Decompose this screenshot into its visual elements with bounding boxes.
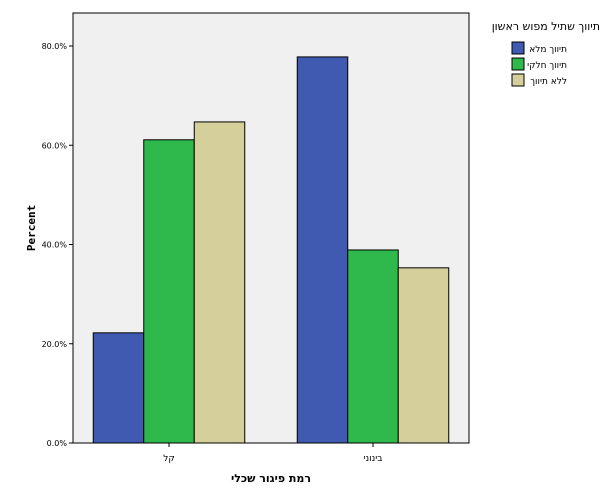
legend-title: תיווך שתיל מפוש ראשון [492, 20, 600, 33]
x-tick-label: קל [163, 454, 175, 464]
y-tick-label: 0.0% [47, 439, 68, 448]
bar-2-series-1 [296, 56, 349, 444]
bar-2-series-2 [347, 249, 399, 444]
y-tick-label: 80.0% [42, 42, 68, 51]
bar-1-series-3 [193, 121, 246, 444]
legend-swatch [511, 41, 525, 55]
legend-swatch [511, 57, 525, 71]
legend-label: תיווך חלקי [527, 61, 567, 71]
bar-2-series-3 [397, 267, 450, 444]
x-axis: קל בינוני [163, 443, 382, 464]
y-axis-title: Percent [25, 205, 38, 251]
x-tick-label: בינוני [364, 454, 383, 464]
y-axis: 0.0% 20.0% 40.0% 60.0% 80.0% [42, 42, 73, 448]
y-tick-label: 60.0% [42, 141, 68, 150]
legend: תיווך שתיל מפוש ראשון תיווך מלא תיווך חלק… [492, 20, 600, 87]
legend-label: ללא תיווך [530, 77, 567, 87]
y-tick-label: 20.0% [42, 340, 68, 349]
bar-1-series-2 [143, 139, 195, 444]
y-tick-label: 40.0% [42, 241, 68, 250]
legend-label: תיווך מלא [529, 45, 567, 55]
x-axis-title: רמת פיגור שכלי [231, 472, 311, 485]
bars-layer [92, 56, 450, 444]
legend-swatch [511, 73, 525, 87]
bar-1-series-1 [92, 332, 145, 444]
